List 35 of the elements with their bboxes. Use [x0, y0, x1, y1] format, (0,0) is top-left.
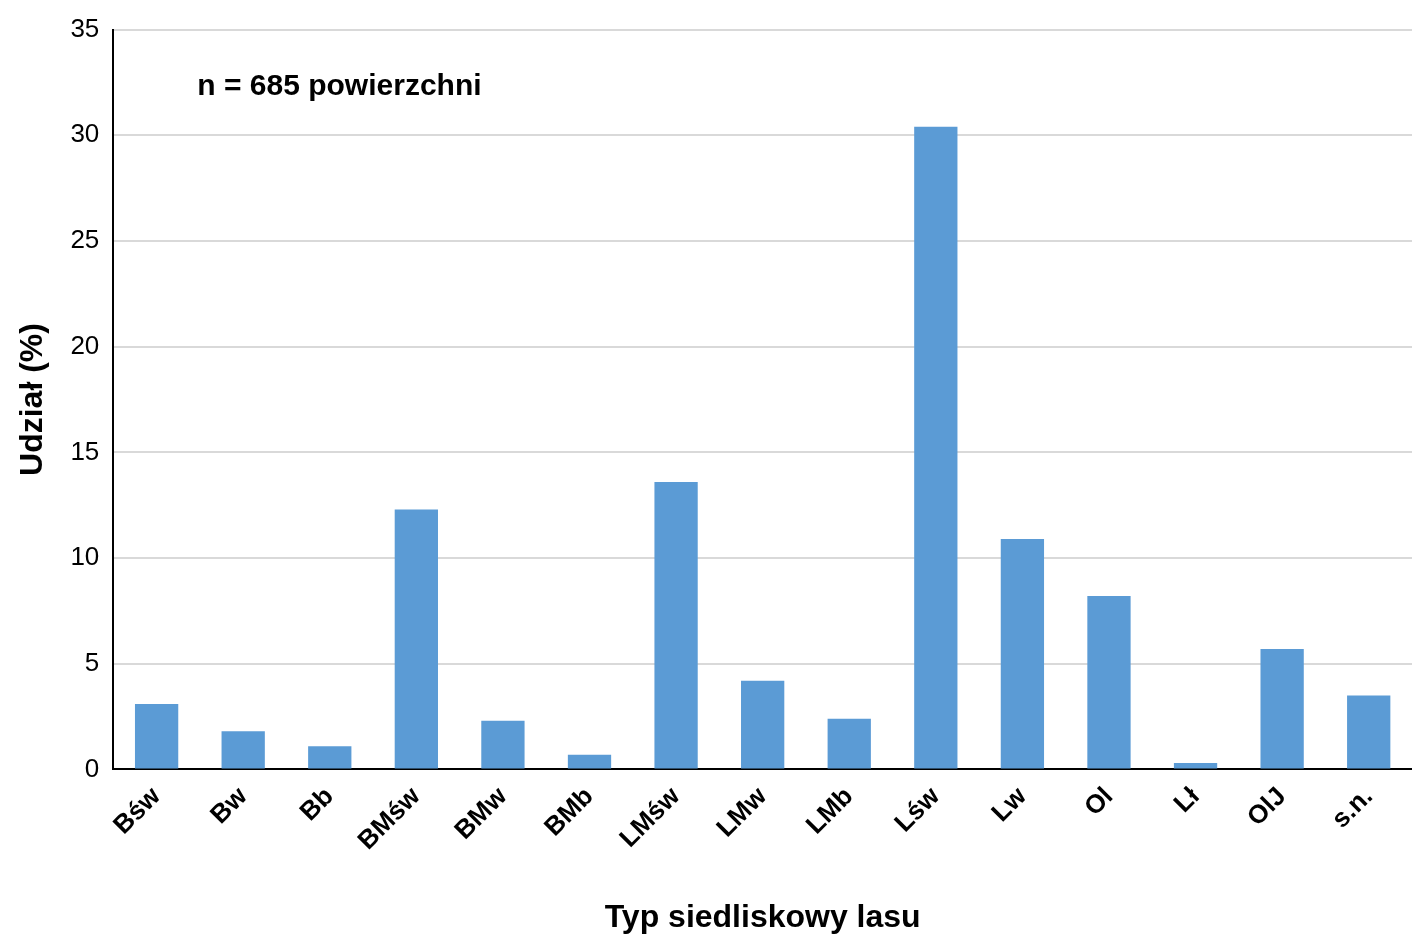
x-tick-label: OlJ [1240, 780, 1292, 832]
x-axis-title: Typ siedliskowy lasu [604, 897, 921, 934]
x-tick-label: Lł [1167, 780, 1206, 819]
bar [654, 481, 698, 769]
x-tick-label: Bb [293, 780, 340, 827]
bar [567, 754, 612, 769]
bar [221, 731, 265, 769]
y-tick-label: 35 [70, 12, 100, 43]
y-tick-label: 20 [70, 329, 100, 360]
x-tick-label: LMb [799, 780, 859, 840]
y-axis-title: Udział (%) [13, 323, 50, 476]
x-tick-label: s.n. [1325, 780, 1379, 834]
x-tick-label: Lśw [888, 780, 946, 838]
x-tick-label: Lw [984, 780, 1033, 828]
y-tick-label: 10 [70, 541, 100, 572]
bar [1087, 596, 1131, 769]
x-tick-label: Ol [1077, 780, 1119, 822]
y-tick-label: 5 [84, 646, 100, 677]
x-tick-label: Bw [203, 780, 254, 830]
bar [827, 718, 871, 769]
bar [308, 746, 352, 769]
y-tick-label: 0 [84, 752, 100, 783]
y-tick-label: 25 [70, 224, 100, 255]
bar [394, 509, 438, 769]
bar [1173, 763, 1218, 769]
annotation: n = 685 powierzchni [197, 67, 482, 101]
bar [1260, 648, 1304, 769]
bar [1347, 695, 1391, 769]
bar [741, 680, 785, 769]
bar [134, 703, 179, 769]
bar [481, 720, 525, 769]
bar [1000, 539, 1045, 769]
bar [914, 126, 958, 769]
y-tick-label: 30 [70, 118, 100, 149]
y-tick-label: 15 [70, 435, 100, 466]
